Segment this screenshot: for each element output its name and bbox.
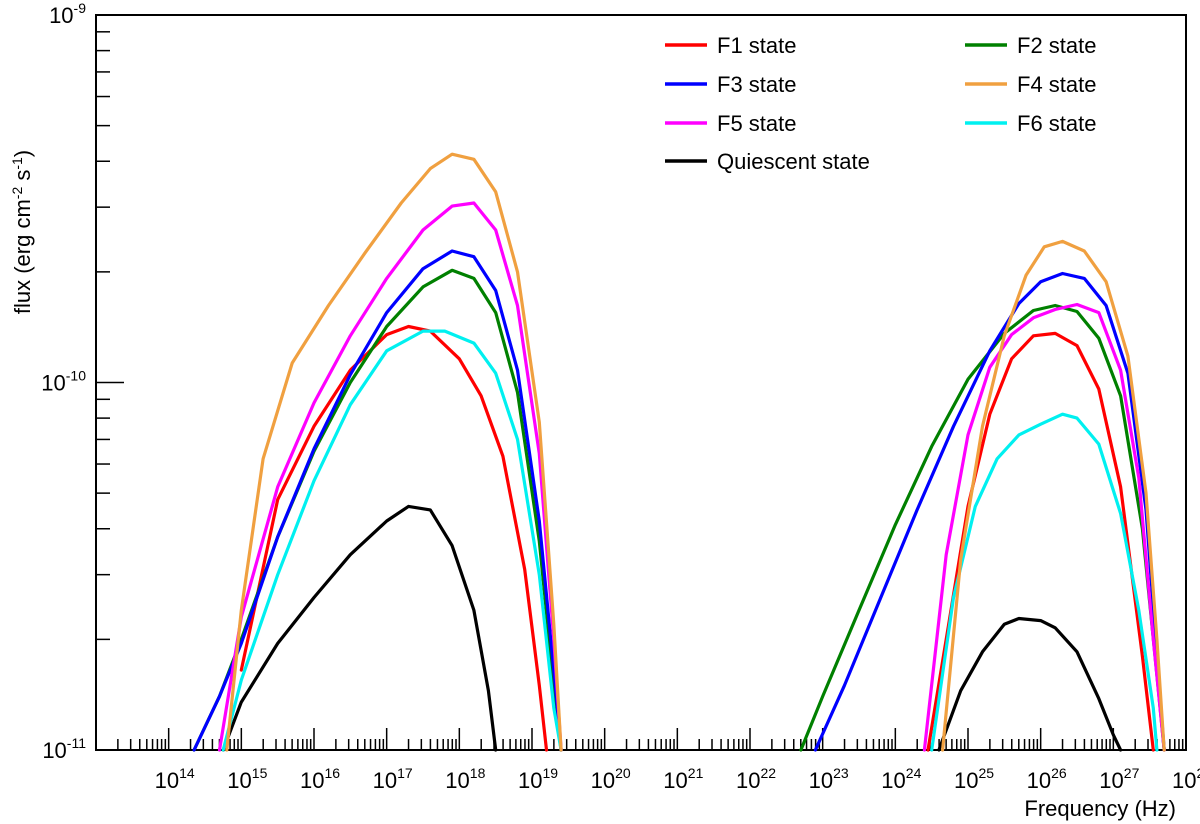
series-line-f6-state-low bbox=[221, 329, 563, 752]
series-line-f4-state-high bbox=[941, 239, 1166, 752]
y-axis-title: flux (erg cm-2 s-1) bbox=[9, 150, 35, 314]
series-line-f6-state-high bbox=[930, 412, 1159, 752]
x-tick-label: 1016 bbox=[300, 765, 340, 793]
series-line-f5-state-high bbox=[922, 302, 1166, 752]
series-line-f5-state-low bbox=[217, 201, 563, 752]
x-tick-label: 1025 bbox=[954, 765, 994, 793]
x-tick-label: 1027 bbox=[1099, 765, 1139, 793]
x-tick-label: 1018 bbox=[445, 765, 485, 793]
series-layer bbox=[192, 152, 1166, 752]
series-line-quiescent-state-high bbox=[937, 616, 1123, 752]
legend-label-f5-state: F5 state bbox=[717, 111, 796, 136]
series-line-f3-state-low bbox=[192, 249, 563, 752]
x-tick-label: 1028 bbox=[1172, 765, 1200, 793]
series-line-f2-state-low bbox=[192, 268, 563, 752]
legend-label-f6-state: F6 state bbox=[1017, 111, 1096, 136]
series-line-f4-state-low bbox=[225, 152, 563, 752]
x-tick-label: 1014 bbox=[155, 765, 195, 793]
x-tick-label: 1020 bbox=[591, 765, 631, 793]
x-tick-label: 1017 bbox=[373, 765, 413, 793]
x-tick-label: 1023 bbox=[809, 765, 849, 793]
x-axis-title: Frequency (Hz) bbox=[1024, 796, 1176, 821]
legend-label-f1-state: F1 state bbox=[717, 33, 796, 58]
legend-label-f3-state: F3 state bbox=[717, 72, 796, 97]
series-line-f3-state-high bbox=[813, 271, 1166, 752]
y-tick-label: 10-11 bbox=[42, 735, 86, 763]
y-tick-label: 10-9 bbox=[49, 0, 86, 28]
x-tick-label: 1024 bbox=[881, 765, 921, 793]
series-line-f2-state-high bbox=[799, 303, 1166, 752]
x-tick-label: 1015 bbox=[227, 765, 267, 793]
legend-label-quiescent-state: Quiescent state bbox=[717, 149, 870, 174]
y-tick-label: 10-10 bbox=[41, 368, 86, 396]
x-tick-label: 1026 bbox=[1027, 765, 1067, 793]
x-tick-labels: 1014 1015 1016 1017 1018 1019 1020 1021 1022 1023… bbox=[155, 765, 1200, 793]
legend-label-f2-state: F2 state bbox=[1017, 33, 1096, 58]
x-tick-label: 1019 bbox=[518, 765, 558, 793]
series-line-quiescent-state-low bbox=[221, 504, 498, 752]
legend: F1 state F2 state F3 state F4 state F5 state… bbox=[665, 33, 1096, 174]
y-tick-labels: 10-11 10-10 10-9 bbox=[41, 0, 86, 763]
x-tick-label: 1021 bbox=[663, 765, 703, 793]
legend-label-f4-state: F4 state bbox=[1017, 72, 1096, 97]
axis-ticks bbox=[96, 14, 1184, 751]
x-tick-label: 1022 bbox=[736, 765, 776, 793]
